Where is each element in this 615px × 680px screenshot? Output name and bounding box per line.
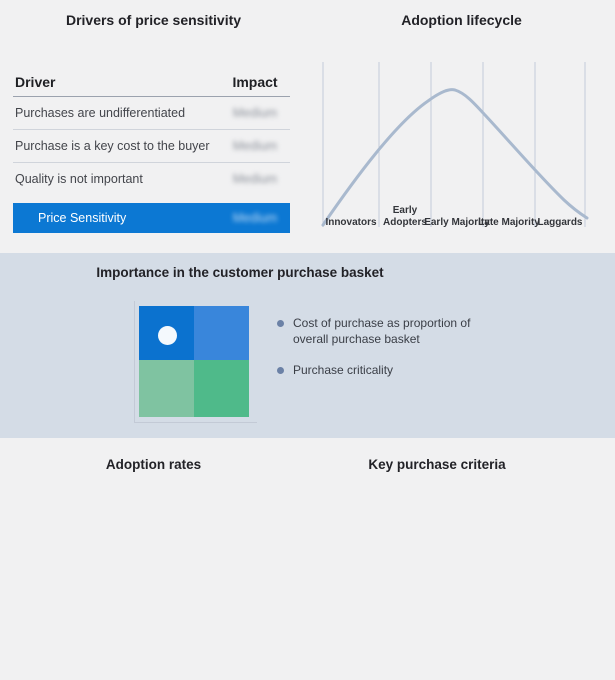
price-sensitivity-row: Price Sensitivity Medium: [13, 203, 290, 233]
stage-label-late-majority: Late Majority: [478, 216, 540, 228]
drivers-panel-title: Drivers of price sensitivity: [65, 12, 242, 28]
purchase-basket-section: Importance in the customer purchase bask…: [0, 253, 615, 438]
stage-label-innovators: Innovators: [325, 216, 377, 228]
quadrant-axis-frame: [134, 301, 257, 423]
drivers-table-body: Purchases are undifferentiated Medium Purc…: [13, 97, 290, 195]
impact-cell: Medium: [232, 139, 278, 153]
top-section: Drivers of price sensitivity Driver Impa…: [0, 0, 615, 253]
list-item: Cost of purchase as proportion of overal…: [277, 315, 507, 347]
quadrant-top-left: [139, 306, 194, 360]
driver-cell: Quality is not important: [15, 172, 143, 186]
bell-curve-line: [321, 88, 589, 227]
lifecycle-stage-labels: Innovators Early Adopters Early Majority La…: [308, 196, 608, 230]
bullet-text: Cost of purchase as proportion of overal…: [293, 316, 471, 346]
price-sensitivity-label: Price Sensitivity: [38, 211, 127, 225]
basket-panel-title: Importance in the customer purchase bask…: [96, 265, 384, 280]
drivers-table-header: Driver Impact: [13, 68, 290, 97]
impact-column-header: Impact: [232, 74, 278, 90]
impact-cell: Medium: [232, 106, 278, 120]
quadrant-matrix: [139, 306, 249, 417]
stage-label-laggards: Laggards: [537, 216, 583, 228]
quadrant-bottom-left: [139, 360, 194, 417]
stage-label-early-majority: Early Majority: [424, 216, 490, 228]
stage-label-early-adopters: Early Adopters: [383, 205, 427, 228]
price-sensitivity-impact-value: Medium: [232, 211, 278, 225]
key-purchase-criteria-title: Key purchase criteria: [368, 457, 506, 472]
bullet-icon: [277, 320, 284, 327]
bottom-section: Adoption rates Key purchase criteria Chi…: [0, 438, 615, 680]
adoption-rates-title: Adoption rates: [105, 457, 202, 472]
basket-bullet-list: Cost of purchase as proportion of overal…: [277, 315, 507, 393]
position-dot: [158, 326, 177, 345]
quadrant-top-right: [194, 306, 249, 360]
drivers-table: Driver Impact Purchases are undifferenti…: [13, 68, 290, 233]
lifecycle-panel-title: Adoption lifecycle: [401, 12, 522, 28]
bullet-icon: [277, 367, 284, 374]
bullet-text: Purchase criticality: [293, 363, 394, 377]
adoption-lifecycle-curve-chart: [321, 62, 589, 227]
impact-cell: Medium: [232, 172, 278, 186]
driver-cell: Purchase is a key cost to the buyer: [15, 139, 210, 153]
driver-column-header: Driver: [15, 74, 56, 90]
lifecycle-gridlines: [322, 62, 586, 227]
driver-cell: Purchases are undifferentiated: [15, 106, 186, 120]
table-row: Purchases are undifferentiated Medium: [13, 97, 290, 130]
quadrant-bottom-right: [194, 360, 249, 417]
list-item: Purchase criticality: [277, 362, 507, 378]
table-row: Purchase is a key cost to the buyer Mediu…: [13, 130, 290, 163]
table-row: Quality is not important Medium: [13, 163, 290, 195]
